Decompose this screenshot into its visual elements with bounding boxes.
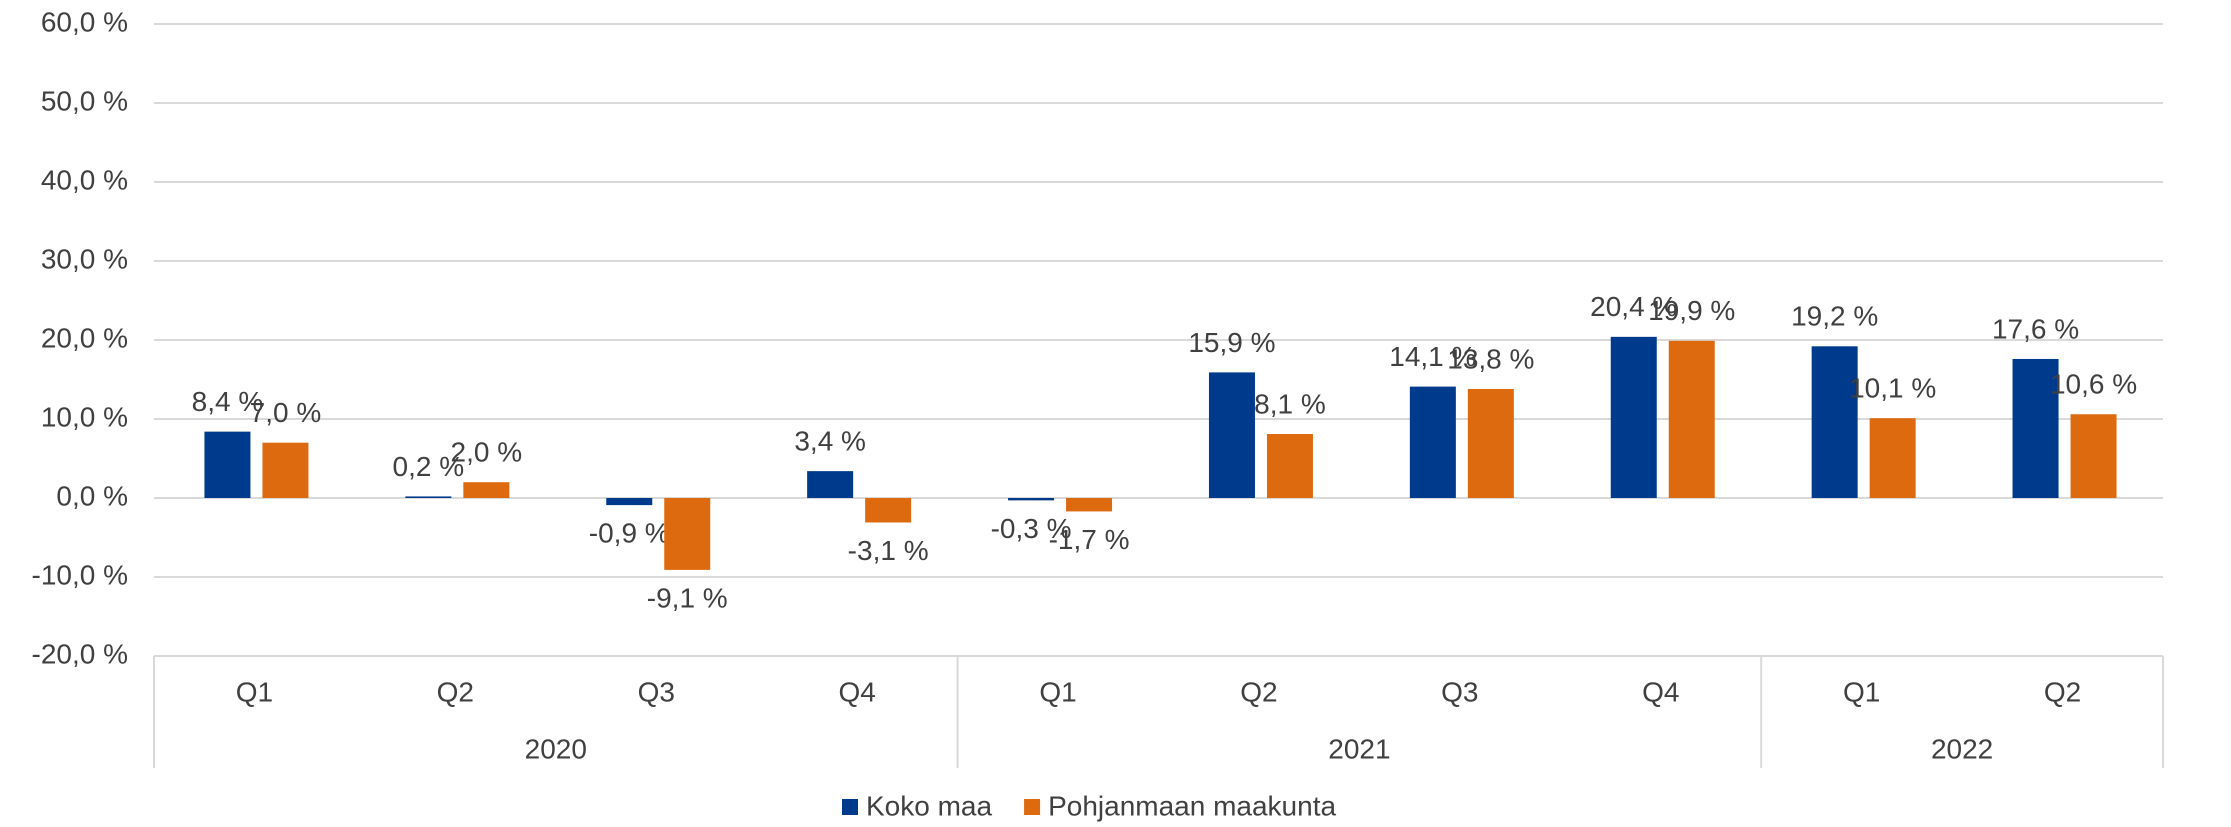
data-label: 2,0 % — [451, 437, 523, 468]
legend-swatch — [1024, 799, 1041, 815]
legend-label: Koko maa — [866, 790, 992, 821]
bar — [1811, 346, 1858, 498]
y-tick-label: -20,0 % — [32, 638, 129, 669]
data-label: 19,2 % — [1791, 301, 1878, 332]
bar — [1610, 336, 1657, 498]
data-label: 20,4 % — [1590, 291, 1677, 322]
y-tick-label: 50,0 % — [41, 85, 128, 116]
data-label: 10,1 % — [1849, 373, 1936, 404]
data-label: 19,9 % — [1648, 295, 1735, 326]
x-tick-label: Q3 — [638, 676, 675, 707]
bar — [1266, 434, 1313, 498]
x-tick-label: Q4 — [1642, 676, 1679, 707]
group-label: 2022 — [1931, 733, 1993, 764]
data-label: 7,0 % — [250, 397, 322, 428]
y-tick-label: 20,0 % — [41, 322, 128, 353]
bar — [606, 498, 653, 506]
bar — [405, 496, 452, 498]
y-tick-label: 0,0 % — [56, 480, 128, 511]
data-label: 14,1 % — [1389, 341, 1476, 372]
x-tick-label: Q1 — [1039, 676, 1076, 707]
data-label: 17,6 % — [1992, 313, 2079, 344]
x-tick-label: Q2 — [2044, 676, 2081, 707]
y-tick-label: 60,0 % — [41, 6, 128, 37]
bar — [664, 498, 711, 570]
bar — [1668, 340, 1715, 498]
legend-swatch — [842, 799, 858, 815]
data-label: 13,8 % — [1447, 343, 1534, 374]
x-tick-label: Q1 — [236, 676, 273, 707]
x-tick-label: Q1 — [1843, 676, 1880, 707]
y-tick-label: 10,0 % — [41, 401, 128, 432]
y-tick-label: 40,0 % — [41, 164, 128, 195]
x-tick-label: Q2 — [437, 676, 474, 707]
bar — [1409, 386, 1456, 498]
bar — [807, 471, 854, 498]
bar — [1467, 388, 1514, 498]
x-tick-label: Q3 — [1441, 676, 1478, 707]
data-label: -0,3 % — [991, 513, 1072, 544]
x-tick-label: Q4 — [838, 676, 875, 707]
y-tick-label: 30,0 % — [41, 243, 128, 274]
data-label: -0,9 % — [589, 518, 670, 549]
bar — [1008, 498, 1055, 501]
data-label: 15,9 % — [1188, 327, 1275, 358]
bar — [865, 498, 912, 523]
bar — [1066, 498, 1113, 512]
bar — [463, 482, 510, 498]
legend-label: Pohjanmaan maakunta — [1048, 790, 1336, 821]
data-label: 8,4 % — [192, 386, 264, 417]
bar — [204, 431, 251, 498]
bar — [2012, 358, 2059, 498]
data-label: 10,6 % — [2050, 369, 2137, 400]
group-label: 2021 — [1328, 733, 1390, 764]
x-tick-label: Q2 — [1240, 676, 1277, 707]
group-label: 2020 — [525, 733, 587, 764]
bar — [1869, 418, 1916, 498]
data-label: 8,1 % — [1254, 388, 1326, 419]
data-label: -1,7 % — [1049, 524, 1130, 555]
bar — [1208, 372, 1255, 498]
data-label: 0,2 % — [393, 451, 465, 482]
data-label: -9,1 % — [647, 582, 728, 613]
bar — [262, 442, 309, 498]
bar — [2070, 414, 2117, 498]
y-tick-label: -10,0 % — [32, 559, 129, 590]
data-label: 3,4 % — [794, 426, 866, 457]
data-label: -3,1 % — [848, 535, 929, 566]
